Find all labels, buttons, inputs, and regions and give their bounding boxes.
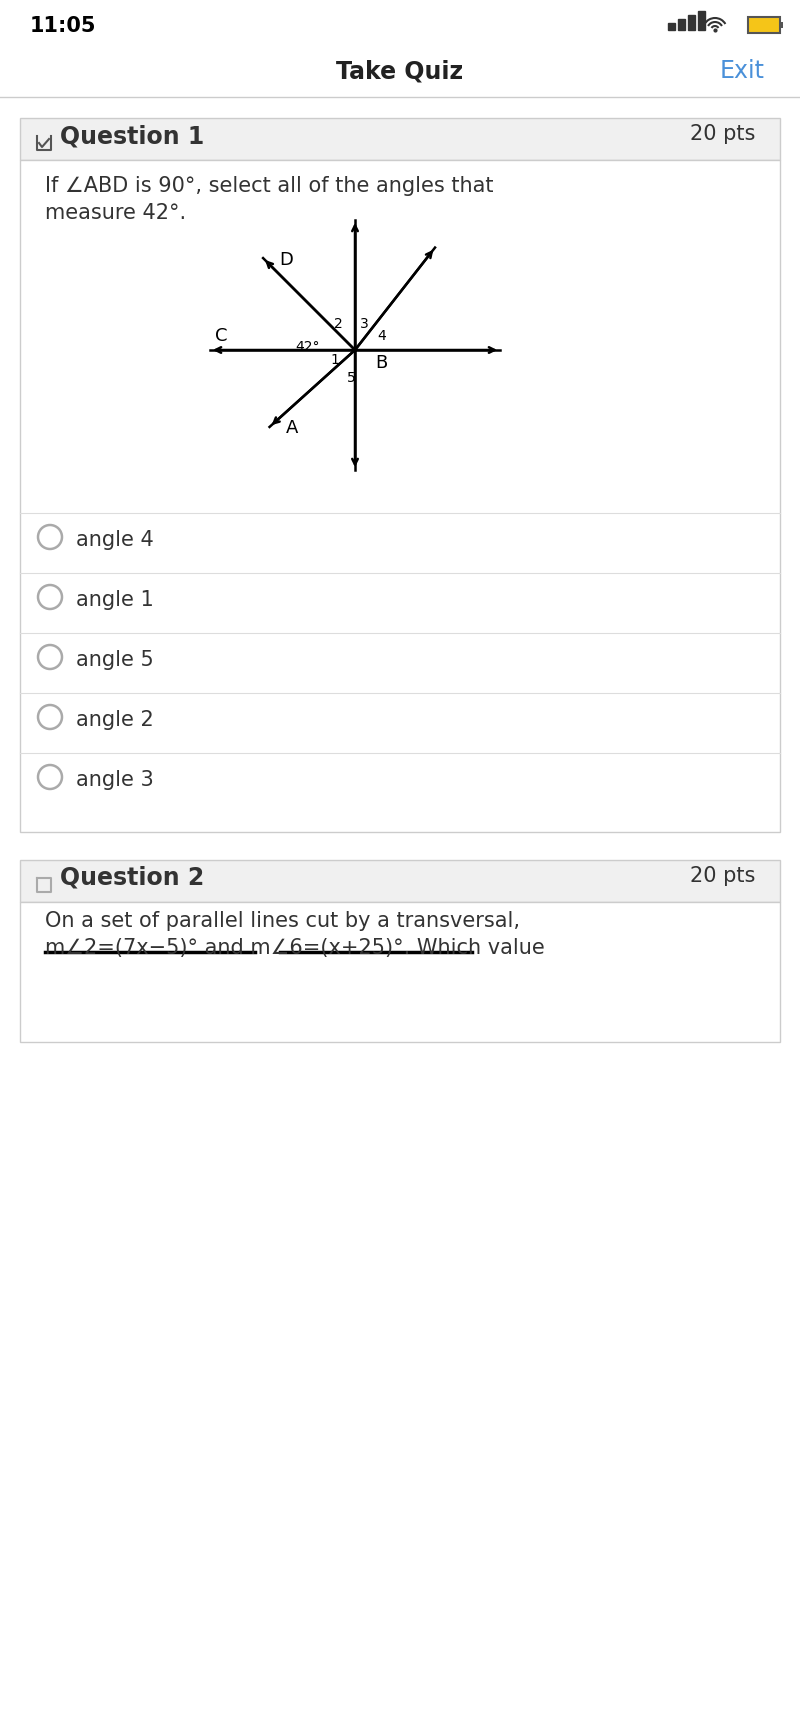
Text: D: D (279, 251, 293, 270)
Text: 2: 2 (334, 317, 343, 330)
Text: 5: 5 (346, 370, 355, 384)
Text: 3: 3 (360, 317, 369, 330)
Text: angle 1: angle 1 (76, 590, 154, 609)
Bar (20, 860, 780, 903)
Text: Question 1: Question 1 (60, 125, 204, 147)
Text: angle 2: angle 2 (76, 709, 154, 730)
Text: If ∠ABD is 90°, select all of the angles that: If ∠ABD is 90°, select all of the angles… (45, 176, 494, 195)
Text: 20 pts: 20 pts (690, 125, 755, 144)
Text: A: A (286, 419, 298, 436)
Text: 20 pts: 20 pts (690, 865, 755, 886)
Text: angle 3: angle 3 (76, 770, 154, 789)
Bar (20, 903, 780, 1043)
Text: angle 5: angle 5 (76, 650, 154, 670)
Text: 42°: 42° (295, 339, 320, 355)
Bar (780, 22, 783, 29)
Bar (688, 16, 695, 31)
Text: 11:05: 11:05 (30, 16, 97, 36)
Bar (20, 161, 780, 832)
Bar (20, 119, 780, 161)
Bar (698, 12, 705, 31)
Text: 4: 4 (377, 329, 386, 343)
Bar (678, 21, 685, 31)
Text: Exit: Exit (720, 59, 765, 83)
Bar (668, 24, 675, 31)
Text: Take Quiz: Take Quiz (337, 59, 463, 83)
Text: Question 2: Question 2 (60, 865, 204, 889)
Text: B: B (375, 355, 387, 372)
Text: C: C (215, 327, 227, 344)
Text: angle 4: angle 4 (76, 529, 154, 550)
Bar (748, 17, 780, 35)
Text: measure 42°.: measure 42°. (45, 202, 186, 223)
Text: On a set of parallel lines cut by a transversal,: On a set of parallel lines cut by a tran… (45, 910, 520, 931)
Text: 1: 1 (330, 353, 339, 367)
Text: m∠2=(7x−5)° and m∠6=(x+25)°. Which value: m∠2=(7x−5)° and m∠6=(x+25)°. Which value (45, 938, 545, 957)
